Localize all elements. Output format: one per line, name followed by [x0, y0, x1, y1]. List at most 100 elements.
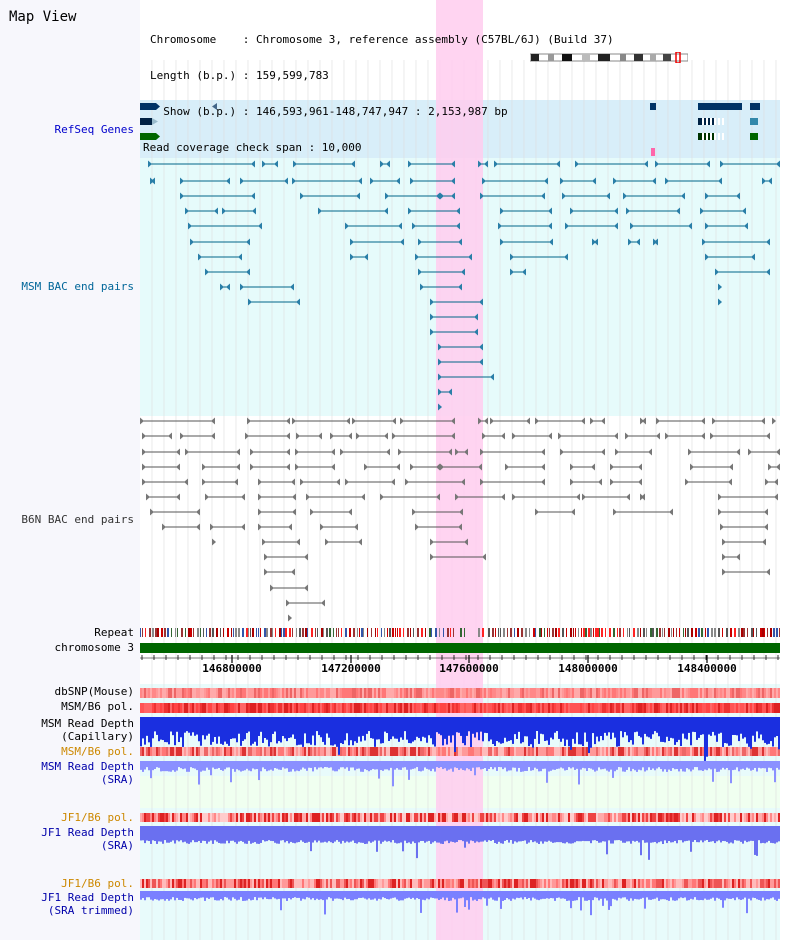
polymorphism-bin: [396, 747, 398, 756]
read-depth-bin: [598, 826, 600, 843]
polymorphism-bin: [500, 879, 502, 888]
read-depth-bin: [700, 717, 702, 735]
read-depth-bin: [758, 717, 760, 739]
read-depth-bin: [648, 826, 650, 860]
jf1-b6-pol-trimmed-label[interactable]: JF1/B6 pol.: [61, 877, 134, 890]
read-depth-bin: [392, 761, 394, 787]
polymorphism-bin: [400, 747, 402, 756]
msm-bac-end: [188, 222, 192, 230]
read-depth-bin: [524, 891, 526, 898]
jf1-depth-sra-label[interactable]: JF1 Read Depth: [41, 826, 134, 839]
msm-depth-sra-label[interactable]: MSM Read Depth: [41, 760, 134, 773]
read-depth-bin: [242, 891, 244, 901]
polymorphism-bin: [272, 813, 274, 822]
polymorphism-bin: [288, 747, 290, 756]
read-depth-bin: [674, 826, 676, 841]
polymorphism-bin: [446, 688, 448, 698]
jf1-depth-trimmed-label[interactable]: JF1 Read Depth: [41, 891, 134, 904]
b6n-bac-end: [613, 508, 617, 516]
polymorphism-bin: [194, 879, 196, 888]
repeat-feature: [679, 628, 680, 637]
read-depth-bin: [506, 761, 508, 772]
read-depth-bin: [182, 826, 184, 843]
read-depth-bin: [614, 717, 616, 738]
polymorphism-bin: [246, 813, 248, 822]
read-depth-bin: [276, 761, 278, 769]
msm-b6-pol-sra-label[interactable]: MSM/B6 pol.: [61, 745, 134, 758]
read-depth-bin: [342, 761, 344, 768]
polymorphism-bin: [278, 747, 280, 756]
read-depth-bin: [200, 826, 202, 843]
polymorphism-bin: [352, 747, 354, 756]
read-depth-bin: [398, 761, 400, 770]
read-depth-bin: [222, 717, 224, 745]
b6n-bac-label[interactable]: B6N BAC end pairs: [21, 513, 134, 526]
polymorphism-bin: [736, 688, 738, 698]
read-depth-bin: [578, 761, 580, 785]
read-depth-bin: [542, 717, 544, 735]
polymorphism-bin: [144, 703, 146, 713]
chromosome-ideogram[interactable]: [530, 52, 688, 63]
read-depth-bin: [638, 761, 640, 770]
read-depth-bin: [284, 826, 286, 843]
repeat-feature: [507, 628, 508, 637]
repeat-feature: [392, 628, 394, 637]
read-depth-bin: [770, 891, 772, 899]
polymorphism-bin: [484, 747, 486, 756]
polymorphism-bin: [198, 688, 200, 698]
polymorphism-bin: [172, 879, 174, 888]
polymorphism-bin: [352, 813, 354, 822]
polymorphism-bin: [500, 747, 502, 756]
read-depth-bin: [406, 891, 408, 899]
polymorphism-bin: [226, 813, 228, 822]
read-depth-bin: [502, 891, 504, 901]
polymorphism-bin: [218, 747, 220, 756]
polymorphism-bin: [648, 747, 650, 756]
polymorphism-bin: [650, 703, 652, 713]
dbsnp-label[interactable]: dbSNP(Mouse): [54, 685, 134, 698]
jf1-b6-pol-label[interactable]: JF1/B6 pol.: [61, 811, 134, 824]
read-depth-bin: [288, 891, 290, 899]
read-depth-bin: [468, 826, 470, 844]
read-depth-bin: [146, 717, 148, 736]
polymorphism-bin: [186, 688, 188, 698]
polymorphism-bin: [456, 747, 458, 756]
read-depth-bin: [588, 717, 590, 754]
polymorphism-bin: [374, 688, 376, 698]
polymorphism-bin: [418, 879, 420, 888]
polymorphism-bin: [526, 813, 528, 822]
polymorphism-bin: [150, 688, 152, 698]
polymorphism-bin: [566, 747, 568, 756]
msm-bac-end: [418, 238, 422, 246]
b6n-bac-end: [264, 553, 268, 561]
read-depth-bin: [518, 717, 520, 732]
polymorphism-bin: [488, 703, 490, 713]
msm-b6-pol-label[interactable]: MSM/B6 pol.: [61, 700, 134, 713]
polymorphism-bin: [220, 879, 222, 888]
repeat-feature: [562, 628, 564, 637]
read-depth-bin: [366, 826, 368, 844]
read-depth-bin: [200, 717, 202, 746]
polymorphism-bin: [330, 813, 332, 822]
msm-bac-label[interactable]: MSM BAC end pairs: [21, 280, 134, 293]
polymorphism-bin: [756, 879, 758, 888]
read-depth-bin: [710, 891, 712, 899]
polymorphism-bin: [294, 813, 296, 822]
read-depth-bin: [594, 891, 596, 898]
b6n-bac-end: [736, 448, 740, 456]
polymorphism-bin: [378, 813, 380, 822]
refseq-genes-label[interactable]: RefSeq Genes: [54, 123, 134, 136]
read-depth-bin: [482, 717, 484, 742]
read-depth-bin: [140, 717, 142, 747]
polymorphism-bin: [310, 813, 312, 822]
read-depth-bin: [238, 761, 240, 771]
msm-depth-capillary-label[interactable]: MSM Read Depth: [41, 717, 134, 730]
read-depth-bin: [212, 826, 214, 844]
polymorphism-bin: [606, 747, 608, 756]
read-depth-bin: [730, 891, 732, 899]
read-depth-bin: [720, 891, 722, 901]
read-depth-bin: [764, 717, 766, 743]
read-depth-bin: [210, 891, 212, 898]
polymorphism-bin: [390, 703, 392, 713]
